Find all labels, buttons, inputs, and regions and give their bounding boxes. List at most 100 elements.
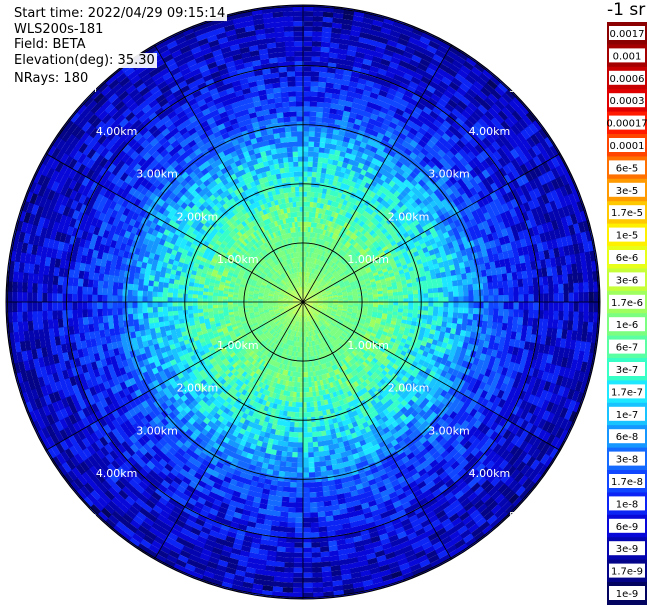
- heatmap-cell: [258, 276, 264, 281]
- heatmap-cell: [315, 269, 319, 275]
- heatmap-cell: [268, 293, 274, 296]
- heatmap-cell: [278, 304, 284, 306]
- heatmap-cell: [290, 258, 294, 264]
- heatmap-cell: [290, 286, 294, 291]
- heatmap-cell: [251, 279, 258, 284]
- heatmap-cell: [296, 305, 300, 310]
- heatmap-cell: [294, 304, 300, 309]
- heatmap-cell: [276, 285, 282, 290]
- heatmap-cell: [289, 329, 293, 335]
- heatmap-cell: [334, 283, 340, 287]
- heatmap-cell: [325, 288, 331, 292]
- heatmap-cell: [294, 283, 297, 289]
- heatmap-cell: [437, 287, 444, 294]
- heatmap-cell: [337, 279, 343, 284]
- heatmap-cell: [287, 288, 292, 293]
- heatmap-cell: [273, 305, 279, 308]
- heatmap-cell: [326, 309, 332, 313]
- heatmap-cell: [264, 276, 270, 281]
- heatmap-cell: [293, 298, 299, 301]
- heatmap-cell: [344, 350, 350, 356]
- heatmap-cell: [303, 317, 305, 323]
- heatmap-cell: [312, 268, 316, 274]
- heatmap-cell: [302, 367, 306, 373]
- heatmap-cell: [293, 297, 299, 301]
- heatmap-cell: [295, 283, 298, 289]
- heatmap-cell: [335, 332, 341, 337]
- heatmap-cell: [278, 295, 284, 298]
- heatmap-cell: [314, 350, 319, 356]
- heatmap-cell: [413, 302, 419, 307]
- heatmap-cell: [332, 307, 338, 310]
- heatmap-cell: [275, 345, 280, 351]
- heatmap-cell: [352, 333, 359, 339]
- heatmap-cell: [316, 308, 322, 312]
- heatmap-cell: [299, 306, 302, 312]
- heatmap-cell: [346, 311, 353, 315]
- heatmap-cell: [337, 297, 344, 300]
- heatmap-cell: [308, 272, 311, 278]
- heatmap-cell: [254, 256, 260, 262]
- heatmap-cell: [355, 338, 362, 344]
- heatmap-cell: [284, 292, 290, 296]
- heatmap-cell: [310, 308, 315, 313]
- heatmap-cell: [283, 260, 287, 266]
- heatmap-cell: [316, 328, 320, 334]
- heatmap-cell: [271, 330, 277, 336]
- heatmap-cell: [298, 306, 301, 312]
- heatmap-cell: [272, 267, 278, 273]
- heatmap-cell: [330, 336, 336, 342]
- heatmap-cell: [286, 317, 291, 322]
- heatmap-cell: [294, 289, 298, 294]
- heatmap-cell: [297, 326, 300, 332]
- heatmap-cell: [281, 325, 286, 331]
- heatmap-cell: [298, 326, 301, 332]
- heatmap-cell: [304, 347, 307, 353]
- heatmap-cell: [357, 324, 364, 329]
- heatmap-cell: [336, 288, 342, 292]
- heatmap-cell: [296, 201, 301, 207]
- heatmap-cell: [281, 337, 286, 343]
- heatmap-cell: [288, 324, 292, 330]
- heatmap-cell: [297, 287, 300, 293]
- heatmap-cell: [287, 334, 291, 340]
- heatmap-cell: [207, 298, 213, 302]
- heatmap-cell: [269, 335, 274, 341]
- heatmap-cell: [288, 296, 294, 299]
- heatmap-cell: [312, 304, 318, 306]
- heatmap-cell: [293, 237, 297, 243]
- heatmap-cell: [278, 251, 283, 257]
- heatmap-cell: [288, 304, 294, 306]
- heatmap-cell: [305, 377, 309, 383]
- heatmap-cell: [257, 298, 263, 301]
- heatmap-cell: [314, 310, 320, 315]
- heatmap-cell: [284, 321, 289, 327]
- heatmap-cell: [279, 309, 285, 313]
- heatmap-cell: [309, 278, 313, 284]
- heatmap-cell: [314, 334, 319, 340]
- heatmap-cell: [315, 316, 320, 322]
- heatmap-cell: [261, 318, 267, 322]
- heatmap-cell: [308, 315, 311, 321]
- heatmap-cell: [343, 330, 349, 335]
- heatmap-cell: [307, 326, 310, 332]
- heatmap-cell: [355, 269, 361, 274]
- heatmap-cell: [290, 345, 294, 352]
- heatmap-cell: [352, 305, 359, 308]
- heatmap-cell: [283, 314, 289, 319]
- heatmap-cell: [292, 309, 297, 314]
- heatmap-cell: [264, 337, 270, 344]
- heatmap-cell: [313, 274, 317, 280]
- heatmap-cell: [288, 269, 292, 275]
- heatmap-cell: [315, 259, 319, 265]
- heatmap-cell: [321, 308, 327, 312]
- heatmap-cell: [308, 257, 312, 263]
- heatmap-cell: [307, 298, 313, 301]
- heatmap-cell: [303, 256, 305, 262]
- heatmap-cell: [336, 276, 342, 281]
- heatmap-cell: [258, 267, 264, 273]
- heatmap-cell: [316, 339, 320, 345]
- heatmap-cell: [289, 263, 293, 269]
- heatmap-cell: [360, 330, 367, 336]
- heatmap-cell: [318, 321, 323, 326]
